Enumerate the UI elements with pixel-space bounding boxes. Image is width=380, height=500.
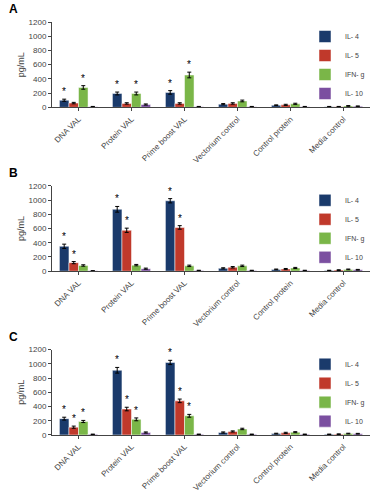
svg-text:IFN- g: IFN- g [345,71,365,79]
svg-text:IL- 10: IL- 10 [345,418,363,425]
svg-text:Prime boost VAL: Prime boost VAL [140,442,189,491]
svg-text:Control protein: Control protein [251,279,294,322]
svg-text:C: C [9,330,18,344]
svg-text:*: * [115,193,119,204]
svg-text:Prime boost VAL: Prime boost VAL [140,278,189,327]
svg-text:1200: 1200 [29,345,47,354]
svg-text:IL- 10: IL- 10 [345,90,363,97]
svg-text:*: * [72,413,76,424]
svg-text:pg/mL: pg/mL [16,380,26,405]
svg-text:Protein VAL: Protein VAL [100,278,137,315]
svg-text:*: * [81,407,85,418]
svg-text:*: * [134,405,138,416]
svg-text:600: 600 [33,388,47,397]
svg-text:0: 0 [42,431,47,440]
svg-text:1000: 1000 [29,360,47,369]
svg-text:*: * [178,386,182,397]
svg-text:IL- 5: IL- 5 [345,216,359,223]
svg-text:*: * [72,249,76,260]
svg-text:0: 0 [42,267,47,276]
svg-text:B: B [9,166,18,180]
svg-text:IL- 5: IL- 5 [345,52,359,59]
svg-text:A: A [9,2,18,16]
svg-text:Vectorium control: Vectorium control [192,279,242,329]
svg-text:DNA VAL: DNA VAL [53,442,83,472]
svg-text:IL- 4: IL- 4 [345,197,359,204]
svg-text:800: 800 [33,374,47,383]
svg-text:Protein VAL: Protein VAL [100,442,137,479]
svg-text:IFN- g: IFN- g [345,399,365,407]
svg-text:*: * [62,86,66,97]
svg-text:400: 400 [33,402,47,411]
svg-text:*: * [81,73,85,84]
svg-text:Media control: Media control [307,442,347,482]
svg-text:Media control: Media control [307,115,347,155]
svg-text:0: 0 [42,103,47,112]
svg-text:Prime boost VAL: Prime boost VAL [140,114,189,163]
svg-text:200: 200 [33,417,47,426]
svg-text:*: * [178,213,182,224]
svg-text:400: 400 [33,75,47,84]
svg-text:*: * [134,79,138,90]
svg-text:600: 600 [33,60,47,69]
svg-text:*: * [115,79,119,90]
svg-text:IL- 5: IL- 5 [345,380,359,387]
svg-text:1000: 1000 [29,32,47,41]
svg-text:pg/mL: pg/mL [16,216,26,241]
svg-text:Vectorium control: Vectorium control [192,442,242,492]
svg-text:Protein VAL: Protein VAL [100,114,137,151]
svg-text:*: * [115,354,119,365]
svg-text:200: 200 [33,253,47,262]
svg-text:*: * [168,78,172,89]
svg-text:1000: 1000 [29,196,47,205]
svg-text:400: 400 [33,239,47,248]
svg-text:*: * [62,404,66,415]
svg-text:pg/mL: pg/mL [16,52,26,77]
svg-text:200: 200 [33,89,47,98]
svg-text:1200: 1200 [29,18,47,27]
svg-text:*: * [125,394,129,405]
svg-text:800: 800 [33,210,47,219]
svg-text:600: 600 [33,224,47,233]
svg-text:IL- 4: IL- 4 [345,33,359,40]
svg-text:Control protein: Control protein [251,442,294,485]
svg-text:IFN- g: IFN- g [345,235,365,243]
svg-text:*: * [168,186,172,197]
svg-text:*: * [187,59,191,70]
svg-text:*: * [62,231,66,242]
svg-text:IL- 4: IL- 4 [345,361,359,368]
svg-text:1200: 1200 [29,182,47,191]
svg-text:DNA VAL: DNA VAL [53,114,83,144]
svg-text:*: * [187,401,191,412]
svg-text:*: * [125,215,129,226]
svg-text:DNA VAL: DNA VAL [53,278,83,308]
svg-text:IL- 10: IL- 10 [345,254,363,261]
svg-text:Vectorium control: Vectorium control [192,115,242,165]
svg-text:800: 800 [33,46,47,55]
svg-text:Control protein: Control protein [251,115,294,158]
svg-text:Media control: Media control [307,279,347,319]
svg-text:*: * [168,347,172,358]
